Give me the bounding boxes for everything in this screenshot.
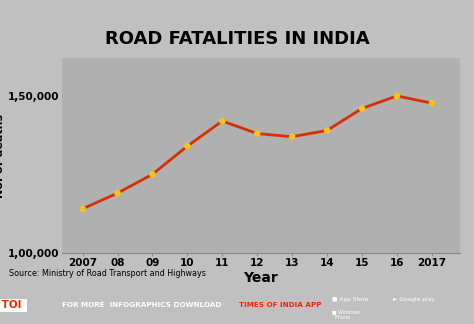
Point: [393, 93, 401, 98]
Text: TIMES OF INDIA APP: TIMES OF INDIA APP: [239, 302, 322, 308]
Point: [149, 172, 156, 177]
Point: [219, 119, 226, 124]
Text: ■ Windows
  Phone: ■ Windows Phone: [332, 309, 360, 320]
Text: TOI: TOI: [0, 300, 26, 310]
Point: [254, 131, 261, 136]
Text: Source: Ministry of Road Transport and Highways: Source: Ministry of Road Transport and H…: [9, 269, 206, 278]
Point: [114, 191, 121, 196]
Text: FOR MORE  INFOGRAPHICS DOWNLOAD: FOR MORE INFOGRAPHICS DOWNLOAD: [62, 302, 224, 308]
X-axis label: Year: Year: [243, 271, 278, 285]
Text: ROAD FATALITIES IN INDIA: ROAD FATALITIES IN INDIA: [105, 30, 369, 48]
Point: [79, 206, 86, 212]
Text: ► Google play: ► Google play: [393, 297, 435, 302]
Point: [323, 128, 331, 133]
Point: [428, 100, 436, 106]
Point: [358, 106, 366, 111]
Point: [288, 134, 296, 139]
Point: [183, 144, 191, 149]
Text: ■ App Store: ■ App Store: [332, 297, 368, 302]
Y-axis label: No. of deaths: No. of deaths: [0, 113, 5, 198]
